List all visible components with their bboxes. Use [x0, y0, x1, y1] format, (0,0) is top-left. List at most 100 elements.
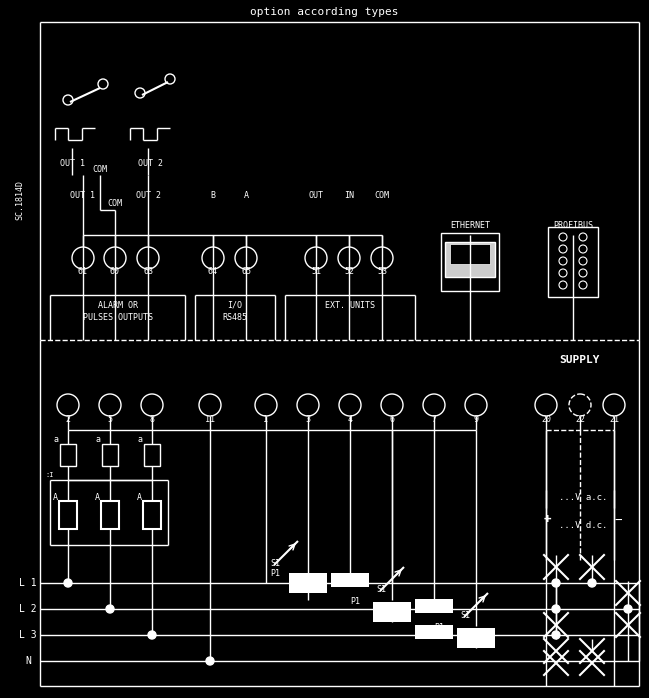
Text: 20: 20: [541, 415, 551, 424]
Text: I/O: I/O: [228, 301, 243, 309]
Circle shape: [552, 579, 560, 587]
Text: ...V a.c.: ...V a.c.: [559, 493, 607, 503]
Circle shape: [148, 631, 156, 639]
Circle shape: [199, 394, 221, 416]
Circle shape: [579, 281, 587, 289]
Text: 53: 53: [377, 267, 387, 276]
Text: P1: P1: [270, 570, 280, 579]
Circle shape: [165, 74, 175, 84]
Text: +: +: [543, 514, 551, 526]
Text: ETHERNET: ETHERNET: [450, 221, 490, 230]
Bar: [102, 444, 118, 466]
Bar: [143, 501, 161, 529]
Circle shape: [137, 247, 159, 269]
Circle shape: [235, 247, 257, 269]
Circle shape: [552, 605, 560, 613]
Text: SC.1814D: SC.1814D: [16, 180, 25, 220]
Text: EXT. UNITS: EXT. UNITS: [325, 301, 375, 309]
Circle shape: [603, 394, 625, 416]
Text: OUT 1: OUT 1: [71, 191, 95, 200]
Text: 2: 2: [66, 415, 71, 424]
Bar: [289, 579, 327, 593]
Text: S1: S1: [460, 611, 470, 621]
Text: N: N: [25, 656, 31, 666]
Bar: [415, 625, 453, 639]
Circle shape: [104, 247, 126, 269]
Bar: [441, 233, 499, 291]
Text: 11: 11: [205, 415, 215, 424]
Circle shape: [305, 247, 327, 269]
Text: 64: 64: [208, 267, 218, 276]
Bar: [373, 602, 411, 616]
Circle shape: [588, 579, 596, 587]
Circle shape: [579, 257, 587, 265]
Text: 5: 5: [108, 415, 112, 424]
Circle shape: [465, 394, 487, 416]
Circle shape: [141, 394, 163, 416]
Circle shape: [559, 281, 567, 289]
Text: OUT 2: OUT 2: [136, 191, 160, 200]
Text: 7: 7: [432, 415, 437, 424]
Text: 21: 21: [609, 415, 619, 424]
Bar: [450, 244, 490, 264]
Circle shape: [579, 269, 587, 277]
Bar: [101, 501, 119, 529]
Text: 63: 63: [143, 267, 153, 276]
Text: P1: P1: [434, 623, 444, 632]
Circle shape: [381, 394, 403, 416]
Text: OUT: OUT: [308, 191, 323, 200]
Text: 51: 51: [311, 267, 321, 276]
Bar: [445, 242, 495, 277]
Bar: [144, 444, 160, 466]
Text: SUPPLY: SUPPLY: [559, 355, 600, 365]
Bar: [415, 599, 453, 613]
Text: OUT 1: OUT 1: [60, 158, 84, 168]
Text: RS485: RS485: [223, 313, 247, 322]
Text: PULSES OUTPUTS: PULSES OUTPUTS: [83, 313, 153, 322]
Circle shape: [206, 657, 214, 665]
Circle shape: [202, 247, 224, 269]
Text: 22: 22: [575, 415, 585, 424]
Text: 60: 60: [110, 267, 120, 276]
Text: a: a: [95, 436, 101, 445]
Text: 52: 52: [344, 267, 354, 276]
Text: ...V d.c.: ...V d.c.: [559, 521, 607, 530]
Text: 6: 6: [389, 415, 395, 424]
Circle shape: [255, 394, 277, 416]
Circle shape: [579, 233, 587, 241]
Text: a: a: [138, 436, 143, 445]
Text: B: B: [210, 191, 215, 200]
Circle shape: [535, 394, 557, 416]
Text: 65: 65: [241, 267, 251, 276]
Text: 1: 1: [263, 415, 269, 424]
Bar: [457, 628, 495, 642]
Text: 3: 3: [306, 415, 310, 424]
Bar: [60, 444, 76, 466]
Text: option according types: option according types: [251, 7, 398, 17]
Text: A: A: [53, 493, 58, 503]
Bar: [289, 573, 327, 587]
Text: A: A: [136, 493, 141, 503]
Text: ALARM OR: ALARM OR: [98, 301, 138, 309]
Circle shape: [552, 631, 560, 639]
Text: L 3: L 3: [19, 630, 37, 640]
Circle shape: [423, 394, 445, 416]
Circle shape: [297, 394, 319, 416]
Text: COM: COM: [93, 165, 108, 174]
Text: A: A: [243, 191, 249, 200]
Circle shape: [559, 269, 567, 277]
Circle shape: [624, 605, 632, 613]
Bar: [548, 227, 598, 297]
Circle shape: [72, 247, 94, 269]
Circle shape: [63, 95, 73, 105]
Text: PROFIBUS: PROFIBUS: [553, 221, 593, 230]
Circle shape: [338, 247, 360, 269]
Text: OUT 2: OUT 2: [138, 158, 162, 168]
Circle shape: [569, 394, 591, 416]
Text: a: a: [53, 436, 58, 445]
Text: A: A: [95, 493, 99, 503]
Circle shape: [99, 394, 121, 416]
Bar: [457, 634, 495, 648]
Circle shape: [98, 79, 108, 89]
Text: S1: S1: [376, 586, 386, 595]
